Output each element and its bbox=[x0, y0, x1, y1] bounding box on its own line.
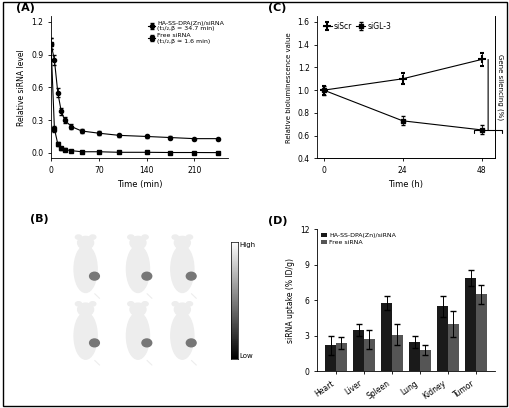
X-axis label: Time (h): Time (h) bbox=[388, 180, 422, 189]
Ellipse shape bbox=[77, 303, 94, 316]
Bar bbox=[353, 330, 363, 371]
X-axis label: Time (min): Time (min) bbox=[117, 180, 162, 189]
Ellipse shape bbox=[126, 246, 149, 293]
Bar bbox=[437, 306, 447, 371]
Bar bbox=[363, 339, 374, 371]
Ellipse shape bbox=[142, 302, 148, 306]
Ellipse shape bbox=[75, 235, 81, 239]
Ellipse shape bbox=[74, 313, 97, 359]
Y-axis label: siRNA uptake (% ID/g): siRNA uptake (% ID/g) bbox=[285, 258, 294, 343]
Bar bbox=[419, 350, 430, 371]
Ellipse shape bbox=[186, 339, 195, 347]
FancyArrowPatch shape bbox=[95, 294, 99, 298]
Ellipse shape bbox=[90, 272, 99, 280]
Ellipse shape bbox=[171, 313, 193, 359]
FancyArrowPatch shape bbox=[147, 360, 152, 365]
Ellipse shape bbox=[74, 246, 97, 293]
Bar bbox=[391, 335, 402, 371]
Ellipse shape bbox=[90, 235, 96, 239]
Ellipse shape bbox=[186, 235, 192, 239]
Text: High: High bbox=[239, 242, 256, 248]
Y-axis label: Relative bioluminescence value: Relative bioluminescence value bbox=[286, 32, 291, 143]
Ellipse shape bbox=[171, 246, 193, 293]
FancyArrowPatch shape bbox=[191, 360, 196, 365]
Bar bbox=[475, 295, 486, 371]
Ellipse shape bbox=[142, 339, 151, 347]
Bar bbox=[464, 278, 475, 371]
Legend: HA-SS-DPA(Zn)/siRNA, Free siRNA: HA-SS-DPA(Zn)/siRNA, Free siRNA bbox=[320, 233, 396, 246]
Ellipse shape bbox=[90, 339, 99, 347]
Text: Low: Low bbox=[239, 353, 253, 359]
Ellipse shape bbox=[186, 302, 192, 306]
Ellipse shape bbox=[172, 235, 178, 239]
Ellipse shape bbox=[75, 302, 81, 306]
Ellipse shape bbox=[142, 272, 151, 280]
Ellipse shape bbox=[130, 236, 146, 249]
Ellipse shape bbox=[128, 235, 134, 239]
Y-axis label: Gene silencing (%): Gene silencing (%) bbox=[496, 54, 502, 120]
Ellipse shape bbox=[90, 302, 96, 306]
Bar bbox=[335, 343, 346, 371]
Bar bbox=[409, 342, 419, 371]
Bar bbox=[381, 303, 391, 371]
Ellipse shape bbox=[77, 236, 94, 249]
Ellipse shape bbox=[174, 236, 190, 249]
Ellipse shape bbox=[174, 303, 190, 316]
Text: (A): (A) bbox=[15, 2, 34, 13]
Text: 24: 24 bbox=[132, 235, 143, 244]
Ellipse shape bbox=[142, 235, 148, 239]
Ellipse shape bbox=[172, 302, 178, 306]
Ellipse shape bbox=[126, 313, 149, 359]
Text: 0: 0 bbox=[83, 235, 88, 244]
Text: siScr: siScr bbox=[55, 329, 61, 346]
Bar bbox=[447, 324, 458, 371]
FancyArrowPatch shape bbox=[95, 360, 99, 365]
Bar bbox=[325, 345, 335, 371]
FancyArrowPatch shape bbox=[147, 294, 152, 298]
Text: (C): (C) bbox=[267, 2, 286, 13]
Text: (D): (D) bbox=[267, 215, 287, 226]
Text: siGL3: siGL3 bbox=[55, 257, 61, 276]
Text: 48 (h): 48 (h) bbox=[169, 235, 195, 244]
Ellipse shape bbox=[186, 272, 195, 280]
Y-axis label: Relative siRNA level: Relative siRNA level bbox=[17, 49, 25, 126]
Legend: HA-SS-DPA(Zn)/siRNA
(t₁/₂,β = 34.7 min), Free siRNA
(t₁/₂,β ≈ 1.6 min): HA-SS-DPA(Zn)/siRNA (t₁/₂,β = 34.7 min),… bbox=[146, 20, 225, 45]
Text: (B): (B) bbox=[30, 214, 48, 224]
Ellipse shape bbox=[128, 302, 134, 306]
FancyArrowPatch shape bbox=[191, 294, 196, 298]
Ellipse shape bbox=[130, 303, 146, 316]
Legend: siScr, siGL-3: siScr, siGL-3 bbox=[320, 20, 392, 32]
